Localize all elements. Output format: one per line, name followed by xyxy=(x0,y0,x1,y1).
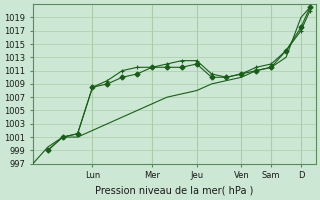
X-axis label: Pression niveau de la mer( hPa ): Pression niveau de la mer( hPa ) xyxy=(95,186,253,196)
